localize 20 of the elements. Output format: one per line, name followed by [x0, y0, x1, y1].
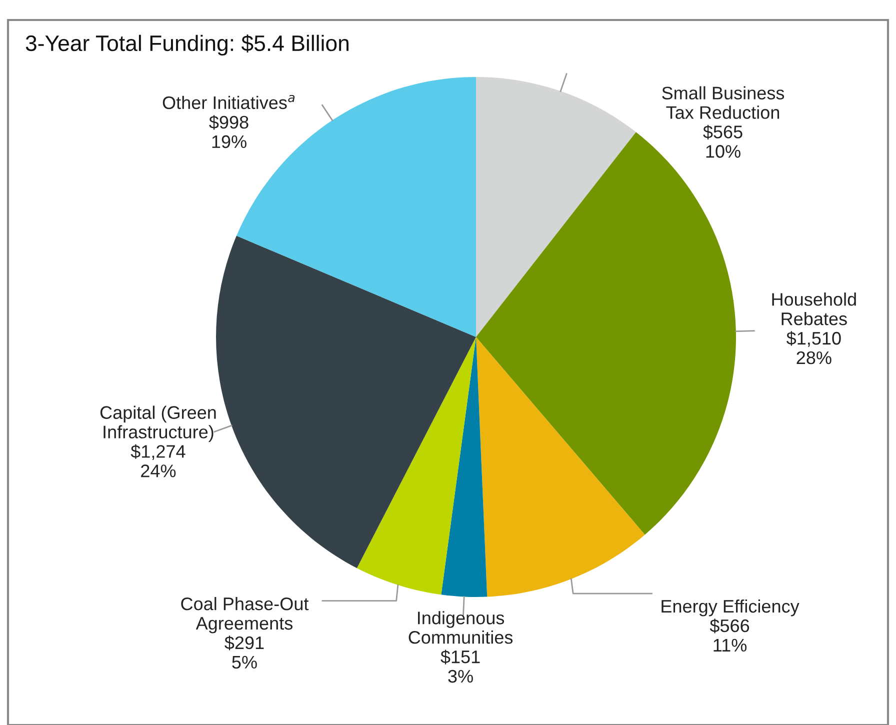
chart-title: 3-Year Total Funding: $5.4 Billion	[26, 34, 348, 56]
slice-label: Small Business Tax Reduction	[662, 86, 784, 119]
slice-label: Household Rebates	[772, 292, 856, 326]
slice-label: Capital (Green Infrastructure)	[100, 406, 216, 442]
pie-slice	[441, 337, 488, 597]
slice-label: Coal Phase-Out Agreements	[181, 597, 309, 634]
data-label: $998 19%	[209, 115, 248, 148]
slice-label: Indigenous Communities	[408, 611, 513, 644]
pie-slice	[356, 337, 476, 595]
slice-label: Other Initiatives$^{a}$	[162, 94, 295, 110]
pie-slice	[216, 236, 476, 568]
data-label: $566 11%	[710, 618, 750, 652]
data-label: $1,274 24%	[130, 444, 186, 478]
data-label: $291 5%	[224, 636, 264, 669]
data-label: $565 10%	[703, 124, 742, 158]
data-label: $151 3%	[440, 650, 480, 683]
pie-slice	[476, 337, 645, 597]
pie-slice	[476, 77, 636, 337]
data-label: $1,510 28%	[786, 331, 841, 364]
slice-label: Energy Efficiency	[662, 599, 800, 616]
